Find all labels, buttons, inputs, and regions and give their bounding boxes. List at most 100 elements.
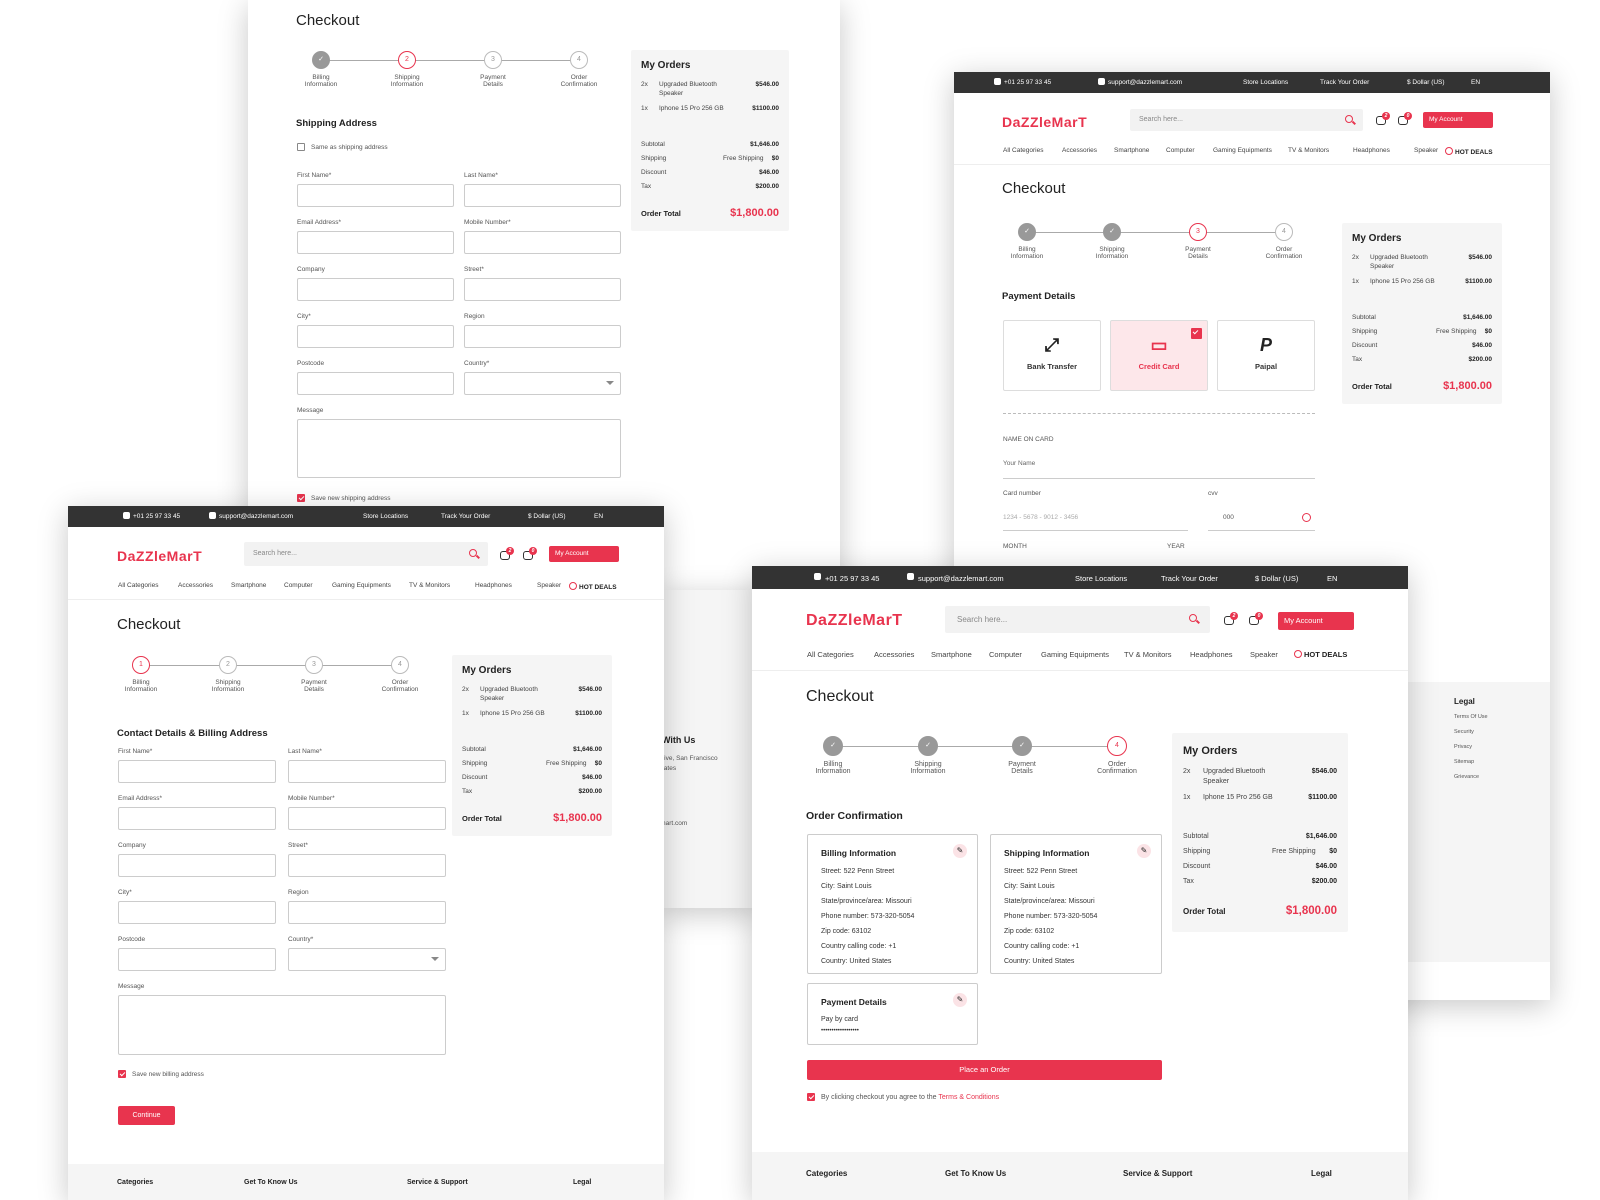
save-shipping-checkbox[interactable]	[297, 494, 305, 502]
store-locations-link[interactable]: Store Locations	[363, 513, 409, 520]
nav-hot-deals[interactable]: HOT DEALS	[1294, 650, 1347, 659]
first-name-input[interactable]	[297, 184, 454, 207]
email-input[interactable]	[297, 231, 454, 254]
save-billing-checkbox[interactable]	[118, 1070, 126, 1078]
card-name-input[interactable]: Your Name	[1003, 460, 1036, 467]
nav-hot-deals[interactable]: HOT DEALS	[1445, 147, 1493, 156]
track-order-link[interactable]: Track Your Order	[1320, 79, 1370, 86]
postcode-input[interactable]	[297, 372, 454, 395]
footer-grievance-link[interactable]: Grievance	[1454, 774, 1480, 780]
step-shipping[interactable]: 2 Shipping Information	[198, 656, 258, 693]
nav-headphones[interactable]: Headphones	[475, 582, 512, 589]
step-billing[interactable]: ✓ Billing Information	[803, 736, 863, 775]
last-name-input[interactable]	[288, 760, 446, 783]
message-textarea[interactable]	[297, 419, 621, 478]
nav-accessories[interactable]: Accessories	[874, 650, 915, 659]
agree-terms-checkbox[interactable]	[807, 1093, 815, 1101]
edit-billing-button[interactable]: ✎	[953, 844, 967, 858]
step-shipping[interactable]: 2 Shipping Information	[377, 51, 437, 88]
search-box[interactable]: Search here...	[244, 542, 488, 566]
same-as-checkbox[interactable]	[297, 143, 305, 151]
card-number-input[interactable]: 1234 - 5678 - 9012 - 3456	[1003, 514, 1079, 521]
nav-smartphone[interactable]: Smartphone	[931, 650, 972, 659]
country-select[interactable]	[464, 372, 621, 395]
terms-link[interactable]: Terms & Conditions	[938, 1094, 1000, 1101]
language-select[interactable]: EN	[1327, 574, 1338, 583]
nav-tv-monitors[interactable]: TV & Monitors	[1124, 650, 1172, 659]
step-shipping[interactable]: ✓ Shipping Information	[1082, 223, 1142, 260]
nav-tv-monitors[interactable]: TV & Monitors	[1288, 147, 1330, 154]
step-payment[interactable]: 3 Payment Details	[284, 656, 344, 693]
logo[interactable]: DaZZleMarT	[117, 548, 203, 564]
logo[interactable]: DaZZleMarT	[1002, 114, 1088, 130]
my-account-button[interactable]: My Account	[1278, 612, 1354, 630]
edit-payment-button[interactable]: ✎	[953, 993, 967, 1007]
footer-security-link[interactable]: Security	[1454, 729, 1474, 735]
search-icon[interactable]	[1345, 115, 1353, 123]
wishlist-icon[interactable]: 2	[500, 547, 514, 560]
nav-gaming[interactable]: Gaming Equipments	[1213, 147, 1272, 154]
store-locations-link[interactable]: Store Locations	[1075, 574, 1128, 583]
step-billing[interactable]: 1 Billing Information	[111, 656, 171, 693]
city-input[interactable]	[118, 901, 276, 924]
footer-terms-link[interactable]: Terms Of Use	[1454, 714, 1488, 720]
step-payment[interactable]: 3 Payment Details	[1168, 223, 1228, 260]
footer-privacy-link[interactable]: Privacy	[1454, 744, 1473, 750]
cart-icon[interactable]: 0	[1249, 612, 1263, 625]
nav-speaker[interactable]: Speaker	[1414, 147, 1439, 154]
currency-select[interactable]: $ Dollar (US)	[1255, 574, 1299, 583]
logo[interactable]: DaZZleMarT	[806, 612, 903, 629]
nav-all-categories[interactable]: All Categories	[1003, 147, 1044, 154]
nav-hot-deals[interactable]: HOT DEALS	[569, 582, 617, 591]
nav-headphones[interactable]: Headphones	[1353, 147, 1390, 154]
city-input[interactable]	[297, 325, 454, 348]
search-box[interactable]: Search here...	[945, 606, 1210, 633]
my-account-button[interactable]: My Account	[549, 546, 619, 562]
nav-gaming[interactable]: Gaming Equipments	[332, 582, 391, 589]
wishlist-icon[interactable]: 2	[1376, 112, 1390, 125]
step-confirmation[interactable]: 4 Order Confirmation	[1254, 223, 1314, 260]
step-shipping[interactable]: ✓ Shipping Information	[898, 736, 958, 775]
search-input[interactable]: Search here...	[957, 615, 1008, 624]
step-billing[interactable]: ✓ Billing Information	[291, 51, 351, 88]
wishlist-icon[interactable]: 2	[1224, 612, 1238, 625]
step-payment[interactable]: 3 Payment Details	[463, 51, 523, 88]
last-name-input[interactable]	[464, 184, 621, 207]
language-select[interactable]: EN	[1471, 79, 1481, 86]
street-input[interactable]	[464, 278, 621, 301]
search-box[interactable]: Search here...	[1130, 109, 1363, 131]
company-input[interactable]	[118, 854, 276, 877]
nav-computer[interactable]: Computer	[284, 582, 313, 589]
nav-computer[interactable]: Computer	[989, 650, 1022, 659]
edit-shipping-button[interactable]: ✎	[1137, 844, 1151, 858]
track-order-link[interactable]: Track Your Order	[441, 513, 491, 520]
search-icon[interactable]	[1189, 614, 1197, 622]
track-order-link[interactable]: Track Your Order	[1161, 574, 1218, 583]
cart-icon[interactable]: 0	[523, 547, 537, 560]
nav-gaming[interactable]: Gaming Equipments	[1041, 650, 1109, 659]
step-billing[interactable]: ✓ Billing Information	[997, 223, 1057, 260]
nav-headphones[interactable]: Headphones	[1190, 650, 1233, 659]
cvv-input[interactable]: 000	[1223, 514, 1234, 521]
nav-all-categories[interactable]: All Categories	[118, 582, 159, 589]
step-confirmation[interactable]: 4 Order Confirmation	[549, 51, 609, 88]
search-icon[interactable]	[469, 549, 477, 557]
mobile-input[interactable]	[464, 231, 621, 254]
nav-accessories[interactable]: Accessories	[1062, 147, 1098, 154]
language-select[interactable]: EN	[594, 513, 604, 520]
step-confirmation[interactable]: 4 Order Confirmation	[1087, 736, 1147, 775]
nav-tv-monitors[interactable]: TV & Monitors	[409, 582, 451, 589]
region-input[interactable]	[464, 325, 621, 348]
nav-smartphone[interactable]: Smartphone	[231, 582, 267, 589]
nav-speaker[interactable]: Speaker	[1250, 650, 1278, 659]
email-input[interactable]	[118, 807, 276, 830]
nav-computer[interactable]: Computer	[1166, 147, 1195, 154]
mobile-input[interactable]	[288, 807, 446, 830]
currency-select[interactable]: $ Dollar (US)	[528, 513, 566, 520]
nav-accessories[interactable]: Accessories	[178, 582, 214, 589]
nav-smartphone[interactable]: Smartphone	[1114, 147, 1150, 154]
region-input[interactable]	[288, 901, 446, 924]
bank-transfer-option[interactable]: ⤢ Bank Transfer	[1003, 320, 1101, 391]
postcode-input[interactable]	[118, 948, 276, 971]
nav-speaker[interactable]: Speaker	[537, 582, 562, 589]
